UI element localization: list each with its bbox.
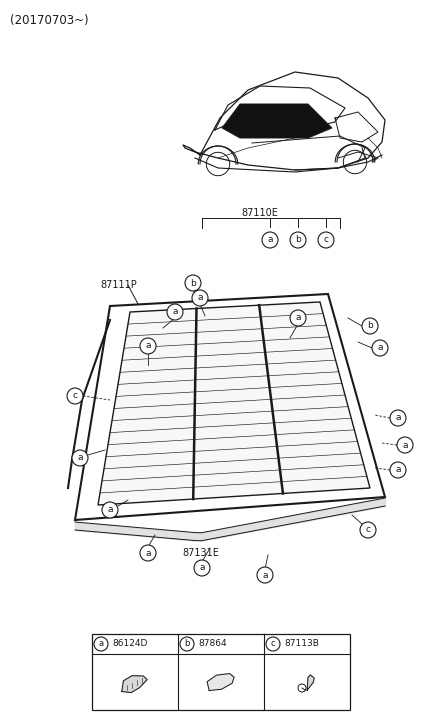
Text: a: a xyxy=(267,236,273,244)
Text: 87110E: 87110E xyxy=(242,208,278,218)
Text: 87864: 87864 xyxy=(198,640,227,648)
Circle shape xyxy=(94,637,108,651)
Circle shape xyxy=(318,232,334,248)
Text: c: c xyxy=(366,526,371,534)
Text: a: a xyxy=(199,563,205,572)
Text: a: a xyxy=(145,548,151,558)
Text: a: a xyxy=(172,308,178,316)
Text: c: c xyxy=(73,392,78,401)
Circle shape xyxy=(102,502,118,518)
Bar xyxy=(92,634,350,710)
Circle shape xyxy=(262,232,278,248)
Text: 87113B: 87113B xyxy=(284,640,319,648)
Circle shape xyxy=(257,567,273,583)
Text: a: a xyxy=(197,294,203,302)
Text: c: c xyxy=(323,236,329,244)
Polygon shape xyxy=(122,675,147,693)
Circle shape xyxy=(192,290,208,306)
Polygon shape xyxy=(307,675,314,690)
Text: 86124D: 86124D xyxy=(112,640,147,648)
Text: b: b xyxy=(295,236,301,244)
Text: 87111P: 87111P xyxy=(100,280,137,290)
Text: a: a xyxy=(395,414,401,422)
Circle shape xyxy=(140,545,156,561)
Text: a: a xyxy=(77,454,83,462)
Circle shape xyxy=(67,388,83,404)
Circle shape xyxy=(290,232,306,248)
Text: b: b xyxy=(367,321,373,331)
Circle shape xyxy=(185,275,201,291)
Text: a: a xyxy=(395,465,401,475)
Text: a: a xyxy=(377,343,383,353)
Circle shape xyxy=(290,310,306,326)
Circle shape xyxy=(390,410,406,426)
Text: a: a xyxy=(145,342,151,350)
Text: a: a xyxy=(295,313,301,323)
Circle shape xyxy=(180,637,194,651)
Circle shape xyxy=(72,450,88,466)
Circle shape xyxy=(140,338,156,354)
Circle shape xyxy=(360,522,376,538)
Text: a: a xyxy=(402,441,408,449)
Text: 87131E: 87131E xyxy=(182,548,219,558)
Circle shape xyxy=(397,437,413,453)
Polygon shape xyxy=(207,673,234,691)
Polygon shape xyxy=(222,104,332,138)
Circle shape xyxy=(362,318,378,334)
Text: b: b xyxy=(184,640,190,648)
Circle shape xyxy=(167,304,183,320)
Circle shape xyxy=(266,637,280,651)
Text: b: b xyxy=(190,278,196,287)
Polygon shape xyxy=(98,302,370,505)
Text: a: a xyxy=(262,571,268,579)
Text: a: a xyxy=(99,640,103,648)
Circle shape xyxy=(390,462,406,478)
Text: c: c xyxy=(271,640,275,648)
Text: (20170703~): (20170703~) xyxy=(10,14,89,27)
Circle shape xyxy=(372,340,388,356)
Circle shape xyxy=(194,560,210,576)
Text: a: a xyxy=(107,505,113,515)
